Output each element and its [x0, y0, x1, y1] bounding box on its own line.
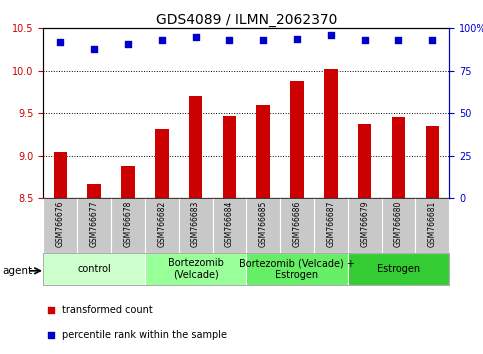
Text: Bortezomib
(Velcade): Bortezomib (Velcade)	[168, 258, 224, 280]
Point	[361, 38, 369, 43]
Bar	[324, 69, 338, 198]
Text: GSM766686: GSM766686	[293, 200, 301, 247]
Bar	[256, 105, 270, 198]
Point	[192, 34, 199, 40]
Bar	[155, 129, 169, 198]
Text: transformed count: transformed count	[62, 305, 153, 315]
Bar	[426, 126, 439, 198]
Point	[57, 39, 64, 45]
Point	[293, 36, 301, 41]
Text: GSM766676: GSM766676	[56, 200, 65, 247]
Bar	[358, 124, 371, 198]
Point	[158, 38, 166, 43]
Text: GSM766679: GSM766679	[360, 200, 369, 247]
Text: GSM766687: GSM766687	[327, 200, 335, 247]
Text: GSM766680: GSM766680	[394, 200, 403, 247]
Text: GSM766682: GSM766682	[157, 200, 166, 247]
Text: control: control	[77, 264, 111, 274]
Bar	[223, 116, 236, 198]
Bar	[121, 166, 135, 198]
Text: agent: agent	[2, 266, 32, 276]
Text: GSM766681: GSM766681	[428, 200, 437, 247]
Point	[259, 38, 267, 43]
Bar	[290, 81, 304, 198]
Text: GSM766683: GSM766683	[191, 200, 200, 247]
Point	[395, 38, 402, 43]
Point	[226, 38, 233, 43]
Bar	[54, 152, 67, 198]
Point	[90, 46, 98, 52]
Text: percentile rank within the sample: percentile rank within the sample	[62, 330, 227, 339]
Text: Bortezomib (Velcade) +
Estrogen: Bortezomib (Velcade) + Estrogen	[239, 258, 355, 280]
Bar	[348, 253, 449, 285]
Title: GDS4089 / ILMN_2062370: GDS4089 / ILMN_2062370	[156, 13, 337, 27]
Point	[428, 38, 436, 43]
Bar	[87, 184, 101, 198]
Bar	[392, 117, 405, 198]
Text: GSM766685: GSM766685	[259, 200, 268, 247]
Point	[47, 307, 55, 313]
Text: GSM766684: GSM766684	[225, 200, 234, 247]
Text: GSM766677: GSM766677	[90, 200, 99, 247]
Bar	[189, 96, 202, 198]
Bar	[43, 253, 145, 285]
Point	[124, 41, 132, 46]
Point	[327, 32, 335, 38]
Text: GSM766678: GSM766678	[124, 200, 132, 247]
Bar	[145, 253, 246, 285]
Bar	[246, 253, 348, 285]
Text: Estrogen: Estrogen	[377, 264, 420, 274]
Point	[47, 332, 55, 337]
